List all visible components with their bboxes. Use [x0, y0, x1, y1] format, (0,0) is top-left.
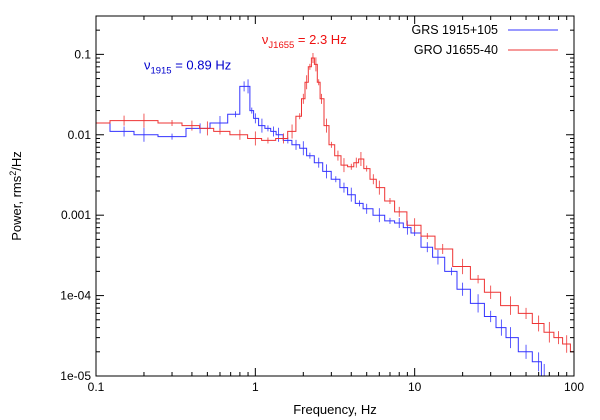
x-axis-label: Frequency, Hz: [293, 402, 377, 417]
axis-layer: 0.1 1 10 100 1e-05 1e-04 0.001 0.01 0.1: [60, 16, 584, 394]
y-tick-label: 0.1: [74, 47, 91, 61]
legend-label-series-2: GRO J1655-40: [414, 43, 498, 57]
x-tick-label: 10: [408, 380, 422, 394]
legend-label-series-1: GRS 1915+105: [411, 23, 498, 37]
plot-frame: [95, 15, 575, 377]
series-line-1: [96, 85, 545, 377]
annotation-nu-1915-symbol: ν: [144, 57, 151, 72]
annotation-nu-j1655: νJ1655 = 2.3 Hz: [262, 32, 347, 51]
annotation-nu-j1655-subscript: J1655: [268, 40, 294, 51]
series-line-2: [96, 57, 574, 353]
series-layer: [95, 53, 575, 377]
legend: GRS 1915+105 GRO J1655-40: [411, 23, 558, 57]
y-axis-label: Power, rms2/Hz: [8, 151, 24, 241]
x-tick-label: 0.1: [88, 380, 105, 394]
y-tick-label: 0.01: [68, 128, 92, 142]
y-tick-label: 0.001: [61, 208, 91, 222]
annotation-nu-1915-text: = 0.89 Hz: [172, 57, 232, 72]
y-axis-label-main: Power, rms: [9, 175, 24, 241]
annotation-nu-1915: ν1915 = 0.89 Hz: [144, 57, 231, 76]
annotation-nu-j1655-text: = 2.3 Hz: [294, 32, 346, 47]
x-tick-label: 1: [252, 380, 259, 394]
y-axis-label-tail: /Hz: [9, 151, 24, 171]
y-tick-label: 1e-05: [60, 369, 91, 383]
x-tick-label: 100: [564, 380, 584, 394]
annotation-nu-1915-subscript: 1915: [150, 65, 171, 76]
annotation-nu-j1655-symbol: ν: [262, 32, 269, 47]
y-axis-label-superscript: 2: [8, 171, 18, 176]
y-tick-label: 1e-04: [60, 289, 91, 303]
